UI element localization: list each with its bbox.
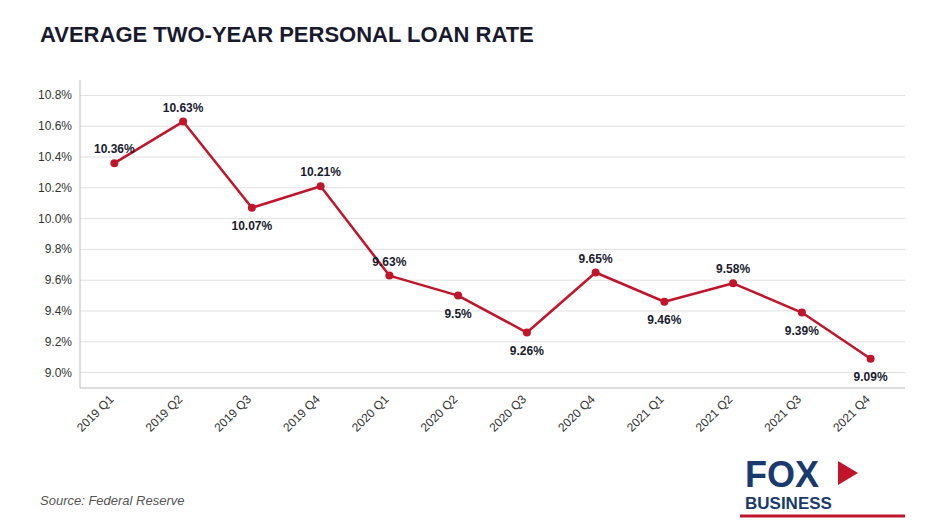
x-tick-label: 2020 Q4 xyxy=(555,392,598,435)
grid-line xyxy=(80,280,905,281)
y-tick-label: 9.4% xyxy=(45,304,73,318)
y-tick-label: 10.6% xyxy=(38,119,72,133)
logo: FOXBUSINESS xyxy=(740,454,905,516)
marker xyxy=(317,182,325,190)
marker xyxy=(798,309,806,317)
x-tick-label: 2020 Q2 xyxy=(418,392,461,435)
y-tick-label: 9.2% xyxy=(45,335,73,349)
y-tick-label: 9.6% xyxy=(45,273,73,287)
marker xyxy=(523,329,531,337)
x-tick-label: 2021 Q4 xyxy=(830,392,873,435)
data-label: 9.63% xyxy=(372,255,406,269)
marker xyxy=(110,159,118,167)
y-tick-label: 10.2% xyxy=(38,181,72,195)
marker xyxy=(660,298,668,306)
marker xyxy=(592,269,600,277)
data-label: 9.09% xyxy=(854,370,888,384)
y-axis-line xyxy=(80,80,81,388)
y-axis: 9.0% 9.2% 9.4% 9.6% 9.8% 10.0% 10.2% 10.4% 10.6%… xyxy=(38,80,905,388)
data-label: 9.65% xyxy=(579,252,613,266)
y-tick-label: 10.0% xyxy=(38,212,72,226)
y-tick-label: 10.8% xyxy=(38,88,72,102)
grid-line xyxy=(80,311,905,312)
x-tick-label: 2019 Q1 xyxy=(74,392,117,435)
grid-line xyxy=(80,218,905,219)
data-label: 10.36% xyxy=(94,142,135,156)
x-tick-label: 2019 Q3 xyxy=(212,392,255,435)
x-tick-label: 2021 Q3 xyxy=(762,392,805,435)
series xyxy=(110,118,874,363)
marker xyxy=(385,272,393,280)
data-labels: 10.36% 10.63% 10.07% 10.21% 9.63% 9.5% 9.26% 9.… xyxy=(94,101,888,384)
data-label: 9.26% xyxy=(510,344,544,358)
data-label: 10.07% xyxy=(232,219,273,233)
y-tick-label: 9.0% xyxy=(45,366,73,380)
x-tick-label: 2019 Q2 xyxy=(143,392,186,435)
grid-line xyxy=(80,249,905,250)
x-tick-label: 2020 Q3 xyxy=(487,392,530,435)
logo-underline xyxy=(740,515,905,518)
marker xyxy=(248,204,256,212)
x-axis: 2019 Q1 2019 Q2 2019 Q3 2019 Q4 2020 Q1 2020 … xyxy=(74,392,873,435)
x-axis-line xyxy=(80,388,905,389)
grid-line xyxy=(80,95,905,96)
title: AVERAGE TWO-YEAR PERSONAL LOAN RATE xyxy=(40,22,534,47)
data-label: 9.46% xyxy=(647,313,681,327)
y-tick-label: 9.8% xyxy=(45,242,73,256)
grid-line xyxy=(80,126,905,127)
grid-line xyxy=(80,372,905,373)
grid-line xyxy=(80,341,905,342)
logo-text: FOX xyxy=(745,454,819,495)
background xyxy=(0,0,931,523)
chart: AVERAGE TWO-YEAR PERSONAL LOAN RATE9.0%9… xyxy=(0,0,931,523)
logo-text: BUSINESS xyxy=(745,494,832,513)
logo-arrow xyxy=(838,461,858,485)
marker xyxy=(454,292,462,300)
data-label: 10.63% xyxy=(163,101,204,115)
marker xyxy=(729,279,737,287)
x-tick-label: 2019 Q4 xyxy=(280,392,323,435)
data-label: 9.5% xyxy=(444,307,472,321)
data-label: 9.58% xyxy=(716,262,750,276)
marker xyxy=(179,118,187,126)
y-tick-label: 10.4% xyxy=(38,150,72,164)
data-label: 9.39% xyxy=(785,324,819,338)
data-label: 10.21% xyxy=(300,165,341,179)
marker xyxy=(867,355,875,363)
source: Source: Federal Reserve xyxy=(40,493,185,508)
x-tick-label: 2021 Q2 xyxy=(693,392,736,435)
grid-line xyxy=(80,187,905,188)
line xyxy=(114,122,870,359)
grid-line xyxy=(80,157,905,158)
x-tick-label: 2020 Q1 xyxy=(349,392,392,435)
x-tick-label: 2021 Q1 xyxy=(624,392,667,435)
